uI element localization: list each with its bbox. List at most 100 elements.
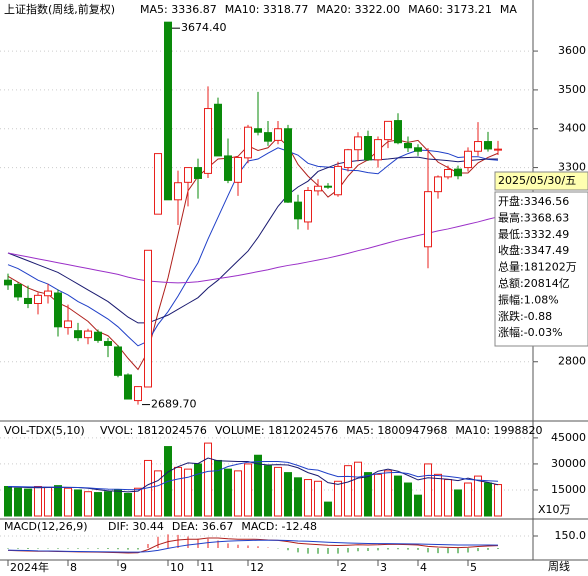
info-box — [494, 191, 588, 347]
candle-body — [54, 292, 62, 328]
header-extra: MA — [500, 3, 517, 16]
x-tick-label: 12 — [250, 561, 264, 574]
volume-bar — [424, 463, 432, 517]
info-row: 收盘:3347.49 — [498, 243, 569, 257]
candle-body — [74, 330, 82, 339]
date-box — [494, 171, 588, 191]
candle-body — [194, 167, 202, 179]
x-tick-label: 4 — [420, 561, 427, 574]
legend-entry: MA60: 3173.21 — [408, 3, 492, 16]
candle-body — [4, 279, 12, 286]
volume-bar — [174, 466, 182, 517]
volume-bar — [74, 489, 82, 517]
candle-body — [184, 167, 192, 183]
candle-body — [284, 128, 292, 203]
ma-line — [7, 136, 499, 371]
ma-line — [7, 216, 499, 284]
volume-bar — [454, 489, 462, 517]
volume-bar — [94, 492, 102, 517]
volume-bar — [484, 482, 492, 517]
y-tick-label: 3300 — [558, 161, 586, 174]
volume-bar — [284, 472, 292, 517]
candle-body — [274, 128, 282, 141]
volume-bar — [404, 482, 412, 517]
period-label: 周线 — [548, 559, 570, 573]
candle-body — [164, 21, 172, 201]
candle-body — [434, 176, 442, 193]
y-tick-label: 3400 — [558, 122, 586, 135]
info-row: 开盘:3346.56 — [498, 194, 569, 208]
volume-bar — [234, 470, 242, 517]
candle-body — [104, 341, 112, 346]
x-tick-label: 10 — [170, 561, 184, 574]
candle-body — [174, 182, 182, 201]
volume-bar — [394, 475, 402, 517]
candle-body — [454, 168, 462, 177]
candle-body — [264, 132, 272, 142]
legend-entry: MA10: 3318.77 — [225, 3, 309, 16]
candle-body — [304, 189, 312, 223]
annotation: 2689.70 — [151, 398, 197, 411]
candle-body — [124, 374, 132, 400]
candle-body — [324, 185, 332, 188]
candle-body — [334, 165, 342, 196]
volume-bar — [414, 494, 422, 517]
volume-bar — [494, 484, 502, 517]
volume-bar — [244, 463, 252, 517]
info-row: 最低:3332.49 — [498, 228, 569, 241]
y-tick-label: 3600 — [558, 44, 586, 57]
candle-body — [314, 185, 322, 192]
candle-body — [474, 141, 482, 152]
y-tick-label: 2800 — [558, 355, 586, 368]
volume-bar — [14, 487, 22, 517]
volume-bar — [194, 463, 202, 517]
candle-body — [384, 120, 392, 141]
x-tick-label: 3 — [380, 561, 387, 574]
volume-bar — [124, 492, 132, 517]
volume-bar — [44, 486, 52, 517]
y-tick-label: 3500 — [558, 83, 586, 96]
volume-note: VOLUME: 1812024576 — [215, 424, 338, 437]
volume-bar — [184, 468, 192, 517]
candle-body — [484, 141, 492, 150]
volume-bar — [434, 473, 442, 517]
macd-title: MACD(12,26,9) — [4, 520, 88, 533]
ma-line — [7, 539, 499, 553]
candle-body — [34, 294, 42, 304]
x-tick-label: 9 — [120, 561, 127, 574]
legend-entry: MA10: 1998820 — [455, 424, 542, 437]
candle-body — [364, 136, 372, 161]
volume-bar — [314, 480, 322, 517]
volume-bar — [334, 480, 342, 517]
legend-entry: MA5: 3336.87 — [140, 3, 217, 16]
candle-body — [344, 149, 352, 169]
volume-bar — [114, 489, 122, 517]
candle-body — [224, 155, 232, 181]
volume-bar — [34, 485, 42, 517]
volume-bar — [254, 454, 262, 517]
candle-body — [254, 128, 262, 133]
candle-body — [354, 136, 362, 151]
info-row: 振幅:1.08% — [498, 292, 559, 306]
candle-body — [144, 249, 152, 388]
x-tick-label: 8 — [70, 561, 77, 574]
candle-body — [294, 201, 302, 220]
info-row: 涨幅:-0.03% — [498, 326, 563, 339]
y-tick-label: 15000 — [551, 483, 586, 496]
legend-entry: MA20: 3322.00 — [316, 3, 400, 16]
x-tick-label: 11 — [200, 561, 214, 574]
volume-bar — [54, 485, 62, 517]
macd-legend: MACD: -12.48 — [241, 520, 317, 533]
volume-bar — [364, 472, 372, 517]
candle-body — [444, 169, 452, 178]
y-tick-label: 45000 — [551, 431, 586, 444]
candle-body — [414, 147, 422, 152]
volume-bar — [84, 491, 92, 517]
volume-bar — [224, 468, 232, 517]
volume-bar — [444, 479, 452, 517]
candle-body — [14, 283, 22, 298]
candle-body — [154, 153, 162, 215]
candle-body — [494, 148, 502, 151]
volume-bar — [324, 501, 332, 517]
legend-entry: DIF: 30.44 — [108, 520, 164, 533]
